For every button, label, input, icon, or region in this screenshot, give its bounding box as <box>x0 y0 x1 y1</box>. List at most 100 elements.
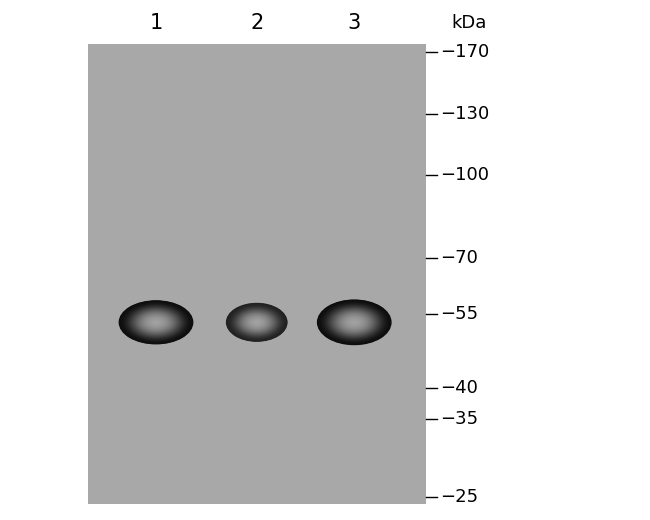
Ellipse shape <box>326 305 382 340</box>
Ellipse shape <box>230 305 283 339</box>
Ellipse shape <box>131 307 181 337</box>
Ellipse shape <box>141 314 171 331</box>
Ellipse shape <box>228 304 285 341</box>
Ellipse shape <box>124 304 188 341</box>
Ellipse shape <box>231 306 283 339</box>
Ellipse shape <box>252 319 262 326</box>
Ellipse shape <box>136 310 176 334</box>
Ellipse shape <box>131 308 181 337</box>
Ellipse shape <box>244 315 269 330</box>
Ellipse shape <box>352 321 356 323</box>
Ellipse shape <box>341 314 368 331</box>
Ellipse shape <box>337 311 372 333</box>
Ellipse shape <box>138 312 174 333</box>
Ellipse shape <box>227 304 287 341</box>
Text: −130: −130 <box>440 105 489 123</box>
Ellipse shape <box>255 321 259 323</box>
Ellipse shape <box>129 306 183 338</box>
Ellipse shape <box>236 309 278 335</box>
Ellipse shape <box>243 314 270 331</box>
Ellipse shape <box>340 314 369 331</box>
Ellipse shape <box>331 308 378 337</box>
Ellipse shape <box>351 320 358 324</box>
Ellipse shape <box>255 321 258 323</box>
Ellipse shape <box>335 310 374 334</box>
Ellipse shape <box>128 306 184 339</box>
Ellipse shape <box>237 309 277 335</box>
Ellipse shape <box>332 308 377 336</box>
Ellipse shape <box>251 318 263 326</box>
Ellipse shape <box>344 316 365 329</box>
Ellipse shape <box>254 320 260 324</box>
Ellipse shape <box>122 302 190 343</box>
Ellipse shape <box>244 314 270 330</box>
Ellipse shape <box>238 310 276 334</box>
Ellipse shape <box>248 317 266 328</box>
Ellipse shape <box>328 306 380 339</box>
Ellipse shape <box>338 313 370 332</box>
Ellipse shape <box>250 318 264 327</box>
Ellipse shape <box>237 310 276 335</box>
Ellipse shape <box>142 314 170 330</box>
Ellipse shape <box>336 311 372 333</box>
Ellipse shape <box>151 319 161 326</box>
Ellipse shape <box>140 313 172 332</box>
Text: −25: −25 <box>440 488 478 505</box>
Ellipse shape <box>347 318 361 327</box>
Text: −70: −70 <box>440 249 478 267</box>
Ellipse shape <box>144 315 168 330</box>
Ellipse shape <box>328 306 381 339</box>
Ellipse shape <box>321 302 387 343</box>
Ellipse shape <box>318 300 391 344</box>
Ellipse shape <box>138 311 174 333</box>
Ellipse shape <box>240 312 273 332</box>
Ellipse shape <box>334 310 374 334</box>
Ellipse shape <box>142 314 170 331</box>
Ellipse shape <box>322 303 386 342</box>
Ellipse shape <box>239 311 274 333</box>
Ellipse shape <box>233 308 280 337</box>
Ellipse shape <box>226 303 287 342</box>
Ellipse shape <box>120 301 192 343</box>
Text: 1: 1 <box>150 14 162 33</box>
Ellipse shape <box>317 300 391 345</box>
Ellipse shape <box>229 305 284 340</box>
Ellipse shape <box>254 321 259 324</box>
Ellipse shape <box>150 319 162 326</box>
Ellipse shape <box>233 307 281 337</box>
Ellipse shape <box>248 317 265 328</box>
Ellipse shape <box>125 304 187 341</box>
Ellipse shape <box>119 301 193 344</box>
Ellipse shape <box>346 317 362 327</box>
Ellipse shape <box>240 312 273 333</box>
Ellipse shape <box>251 319 263 326</box>
Ellipse shape <box>135 310 177 334</box>
Ellipse shape <box>124 303 188 342</box>
Ellipse shape <box>150 319 162 326</box>
Ellipse shape <box>232 307 281 338</box>
Ellipse shape <box>349 319 359 326</box>
Ellipse shape <box>339 313 370 332</box>
Ellipse shape <box>229 305 285 340</box>
Text: −170: −170 <box>440 43 489 61</box>
Ellipse shape <box>134 309 178 335</box>
Ellipse shape <box>118 300 194 344</box>
Ellipse shape <box>353 321 356 323</box>
Ellipse shape <box>127 305 185 339</box>
Ellipse shape <box>347 318 361 327</box>
Ellipse shape <box>246 315 268 330</box>
Ellipse shape <box>148 318 164 327</box>
Ellipse shape <box>242 313 272 332</box>
Ellipse shape <box>153 321 159 324</box>
Ellipse shape <box>144 315 168 329</box>
Ellipse shape <box>151 320 161 325</box>
Ellipse shape <box>248 317 265 328</box>
Ellipse shape <box>233 307 280 337</box>
Ellipse shape <box>152 320 160 324</box>
Ellipse shape <box>234 308 280 336</box>
Ellipse shape <box>145 316 167 329</box>
Ellipse shape <box>239 311 275 334</box>
Ellipse shape <box>125 304 187 341</box>
Text: −35: −35 <box>440 410 478 427</box>
Ellipse shape <box>333 309 376 335</box>
